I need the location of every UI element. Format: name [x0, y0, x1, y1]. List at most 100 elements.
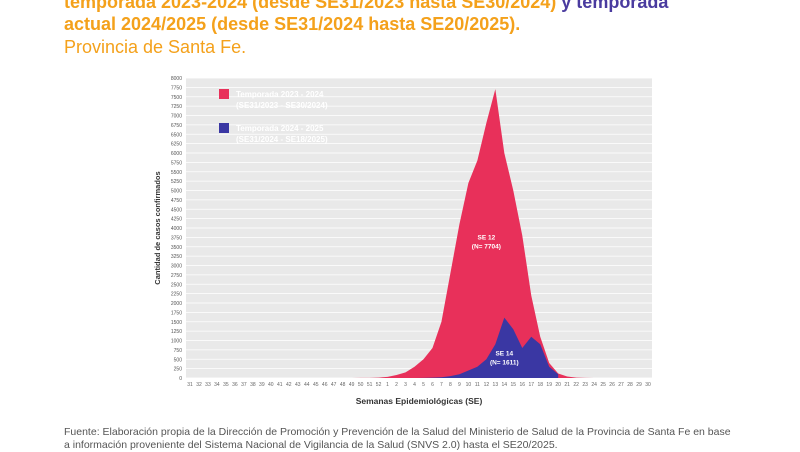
y-tick-label: 6500 [171, 132, 182, 138]
x-axis-label: Semanas Epidemiológicas (SE) [356, 396, 483, 406]
y-axis-label: Cantidad de casos confirmados [153, 171, 162, 284]
y-tick-label: 4000 [171, 226, 182, 232]
y-tick-label: 750 [174, 348, 183, 354]
x-tick-label: 24 [591, 382, 597, 388]
x-tick-label: 31 [187, 382, 193, 388]
x-tick-label: 10 [466, 382, 472, 388]
y-tick-label: 1250 [171, 329, 182, 335]
x-tick-label: 40 [268, 382, 274, 388]
y-tick-label: 0 [179, 376, 182, 382]
annotation-label: SE 12 [477, 234, 495, 241]
y-tick-label: 1500 [171, 320, 182, 326]
x-tick-label: 19 [546, 382, 552, 388]
x-tick-label: 35 [223, 382, 229, 388]
x-tick-label: 3 [404, 382, 407, 388]
y-tick-label: 1750 [171, 310, 182, 316]
x-tick-label: 18 [537, 382, 543, 388]
x-tick-label: 21 [564, 382, 570, 388]
y-tick-label: 250 [174, 367, 183, 373]
y-tick-label: 5750 [171, 160, 182, 166]
x-tick-label: 2 [395, 382, 398, 388]
x-tick-label: 45 [313, 382, 319, 388]
x-tick-label: 13 [493, 382, 499, 388]
x-tick-label: 44 [304, 382, 310, 388]
x-tick-label: 32 [196, 382, 202, 388]
y-tick-label: 500 [174, 357, 183, 363]
y-tick-label: 4250 [171, 217, 182, 223]
y-tick-label: 6250 [171, 142, 182, 148]
y-tick-label: 7750 [171, 85, 182, 91]
x-tick-label: 43 [295, 382, 301, 388]
y-tick-label: 4500 [171, 207, 182, 213]
source-line-2: a información proveniente del Sistema Na… [64, 439, 764, 452]
x-tick-label: 12 [484, 382, 490, 388]
x-tick-label: 8 [449, 382, 452, 388]
x-tick-label: 27 [618, 382, 624, 388]
x-tick-label: 11 [475, 382, 480, 388]
annotation-value: (N= 7704) [472, 243, 501, 250]
legend-range-2024: (SE31/2024 - SE18/2025) [236, 135, 328, 144]
legend-label-2024: Temporada 2024 - 2025 [236, 124, 324, 133]
x-tick-label: 6 [431, 382, 434, 388]
x-tick-label: 1 [386, 382, 389, 388]
x-tick-label: 17 [528, 382, 534, 388]
legend-swatch-2023 [219, 89, 229, 99]
y-tick-label: 7250 [171, 104, 182, 110]
x-tick-label: 9 [458, 382, 461, 388]
x-tick-label: 29 [636, 382, 642, 388]
x-tick-label: 37 [241, 382, 247, 388]
y-tick-label: 3000 [171, 264, 182, 270]
x-tick-label: 38 [250, 382, 256, 388]
y-tick-label: 5500 [171, 170, 182, 176]
x-tick-label: 48 [340, 382, 346, 388]
x-tick-label: 30 [645, 382, 651, 388]
x-tick-label: 25 [600, 382, 606, 388]
x-tick-label: 46 [322, 382, 328, 388]
x-tick-label: 49 [349, 382, 355, 388]
x-tick-label: 5 [422, 382, 425, 388]
legend-range-2023: (SE31/2023 - SE30/2024) [236, 101, 328, 110]
x-tick-label: 34 [214, 382, 220, 388]
x-tick-label: 42 [286, 382, 292, 388]
source-line-1: Fuente: Elaboración propia de la Direcci… [64, 426, 764, 439]
y-tick-label: 5000 [171, 189, 182, 195]
annotation-label: SE 14 [495, 351, 513, 358]
source-note: Fuente: Elaboración propia de la Direcci… [64, 426, 764, 452]
y-tick-label: 8000 [171, 76, 182, 82]
legend-swatch-2024 [219, 123, 229, 133]
y-tick-label: 3500 [171, 245, 182, 251]
x-tick-label: 20 [555, 382, 561, 388]
x-tick-label: 47 [331, 382, 337, 388]
x-tick-label: 4 [413, 382, 416, 388]
x-tick-label: 39 [259, 382, 265, 388]
x-tick-label: 33 [205, 382, 211, 388]
y-tick-labels: 0250500750100012501500175020002250250027… [171, 76, 182, 382]
y-tick-label: 7000 [171, 114, 182, 120]
y-tick-label: 3750 [171, 235, 182, 241]
x-tick-label: 41 [277, 382, 283, 388]
x-tick-label: 23 [582, 382, 588, 388]
y-tick-label: 2750 [171, 273, 182, 279]
y-tick-label: 2000 [171, 301, 182, 307]
y-tick-label: 2500 [171, 282, 182, 288]
y-tick-label: 5250 [171, 179, 182, 185]
x-tick-label: 52 [376, 382, 382, 388]
x-tick-label: 36 [232, 382, 238, 388]
y-tick-label: 1000 [171, 339, 182, 345]
y-tick-label: 3250 [171, 254, 182, 260]
x-tick-label: 16 [519, 382, 525, 388]
x-tick-label: 26 [609, 382, 615, 388]
x-tick-label: 50 [358, 382, 364, 388]
x-tick-label: 15 [511, 382, 517, 388]
y-tick-label: 4750 [171, 198, 182, 204]
x-tick-label: 28 [627, 382, 633, 388]
x-tick-label: 51 [367, 382, 373, 388]
x-tick-label: 7 [440, 382, 443, 388]
y-tick-label: 6750 [171, 123, 182, 129]
x-tick-label: 22 [573, 382, 579, 388]
annotation-value: (N= 1611) [490, 360, 519, 367]
y-tick-label: 6000 [171, 151, 182, 157]
x-tick-label: 14 [502, 382, 508, 388]
legend-label-2023: Temporada 2023 - 2024 [236, 90, 324, 99]
